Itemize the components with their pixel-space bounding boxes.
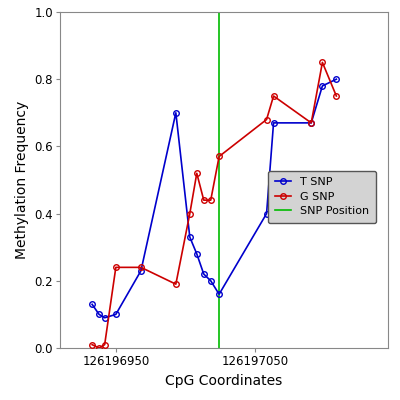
T SNP [320,84,325,88]
T SNP [208,278,213,283]
G SNP [334,94,339,98]
T SNP [309,120,314,125]
G SNP [208,198,213,202]
T SNP [264,211,269,216]
G SNP [102,342,107,347]
T SNP [97,312,102,317]
G SNP [320,60,325,65]
Line: T SNP: T SNP [89,76,339,320]
T SNP [194,252,199,256]
G SNP [174,282,178,286]
G SNP [217,154,222,159]
T SNP [201,272,206,276]
Legend: T SNP, G SNP, SNP Position: T SNP, G SNP, SNP Position [268,171,376,223]
G SNP [114,265,118,270]
G SNP [138,265,143,270]
G SNP [271,94,276,98]
X-axis label: CpG Coordinates: CpG Coordinates [165,374,283,388]
T SNP [217,292,222,297]
G SNP [188,211,192,216]
G SNP [90,342,94,347]
T SNP [334,77,339,82]
T SNP [271,120,276,125]
G SNP [97,346,102,350]
G SNP [194,171,199,176]
T SNP [188,235,192,240]
G SNP [201,198,206,202]
T SNP [114,312,118,317]
T SNP [174,110,178,115]
T SNP [90,302,94,307]
Line: G SNP: G SNP [89,60,339,351]
G SNP [264,117,269,122]
G SNP [309,120,314,125]
T SNP [102,315,107,320]
Y-axis label: Methylation Frequency: Methylation Frequency [15,101,29,259]
T SNP [138,268,143,273]
